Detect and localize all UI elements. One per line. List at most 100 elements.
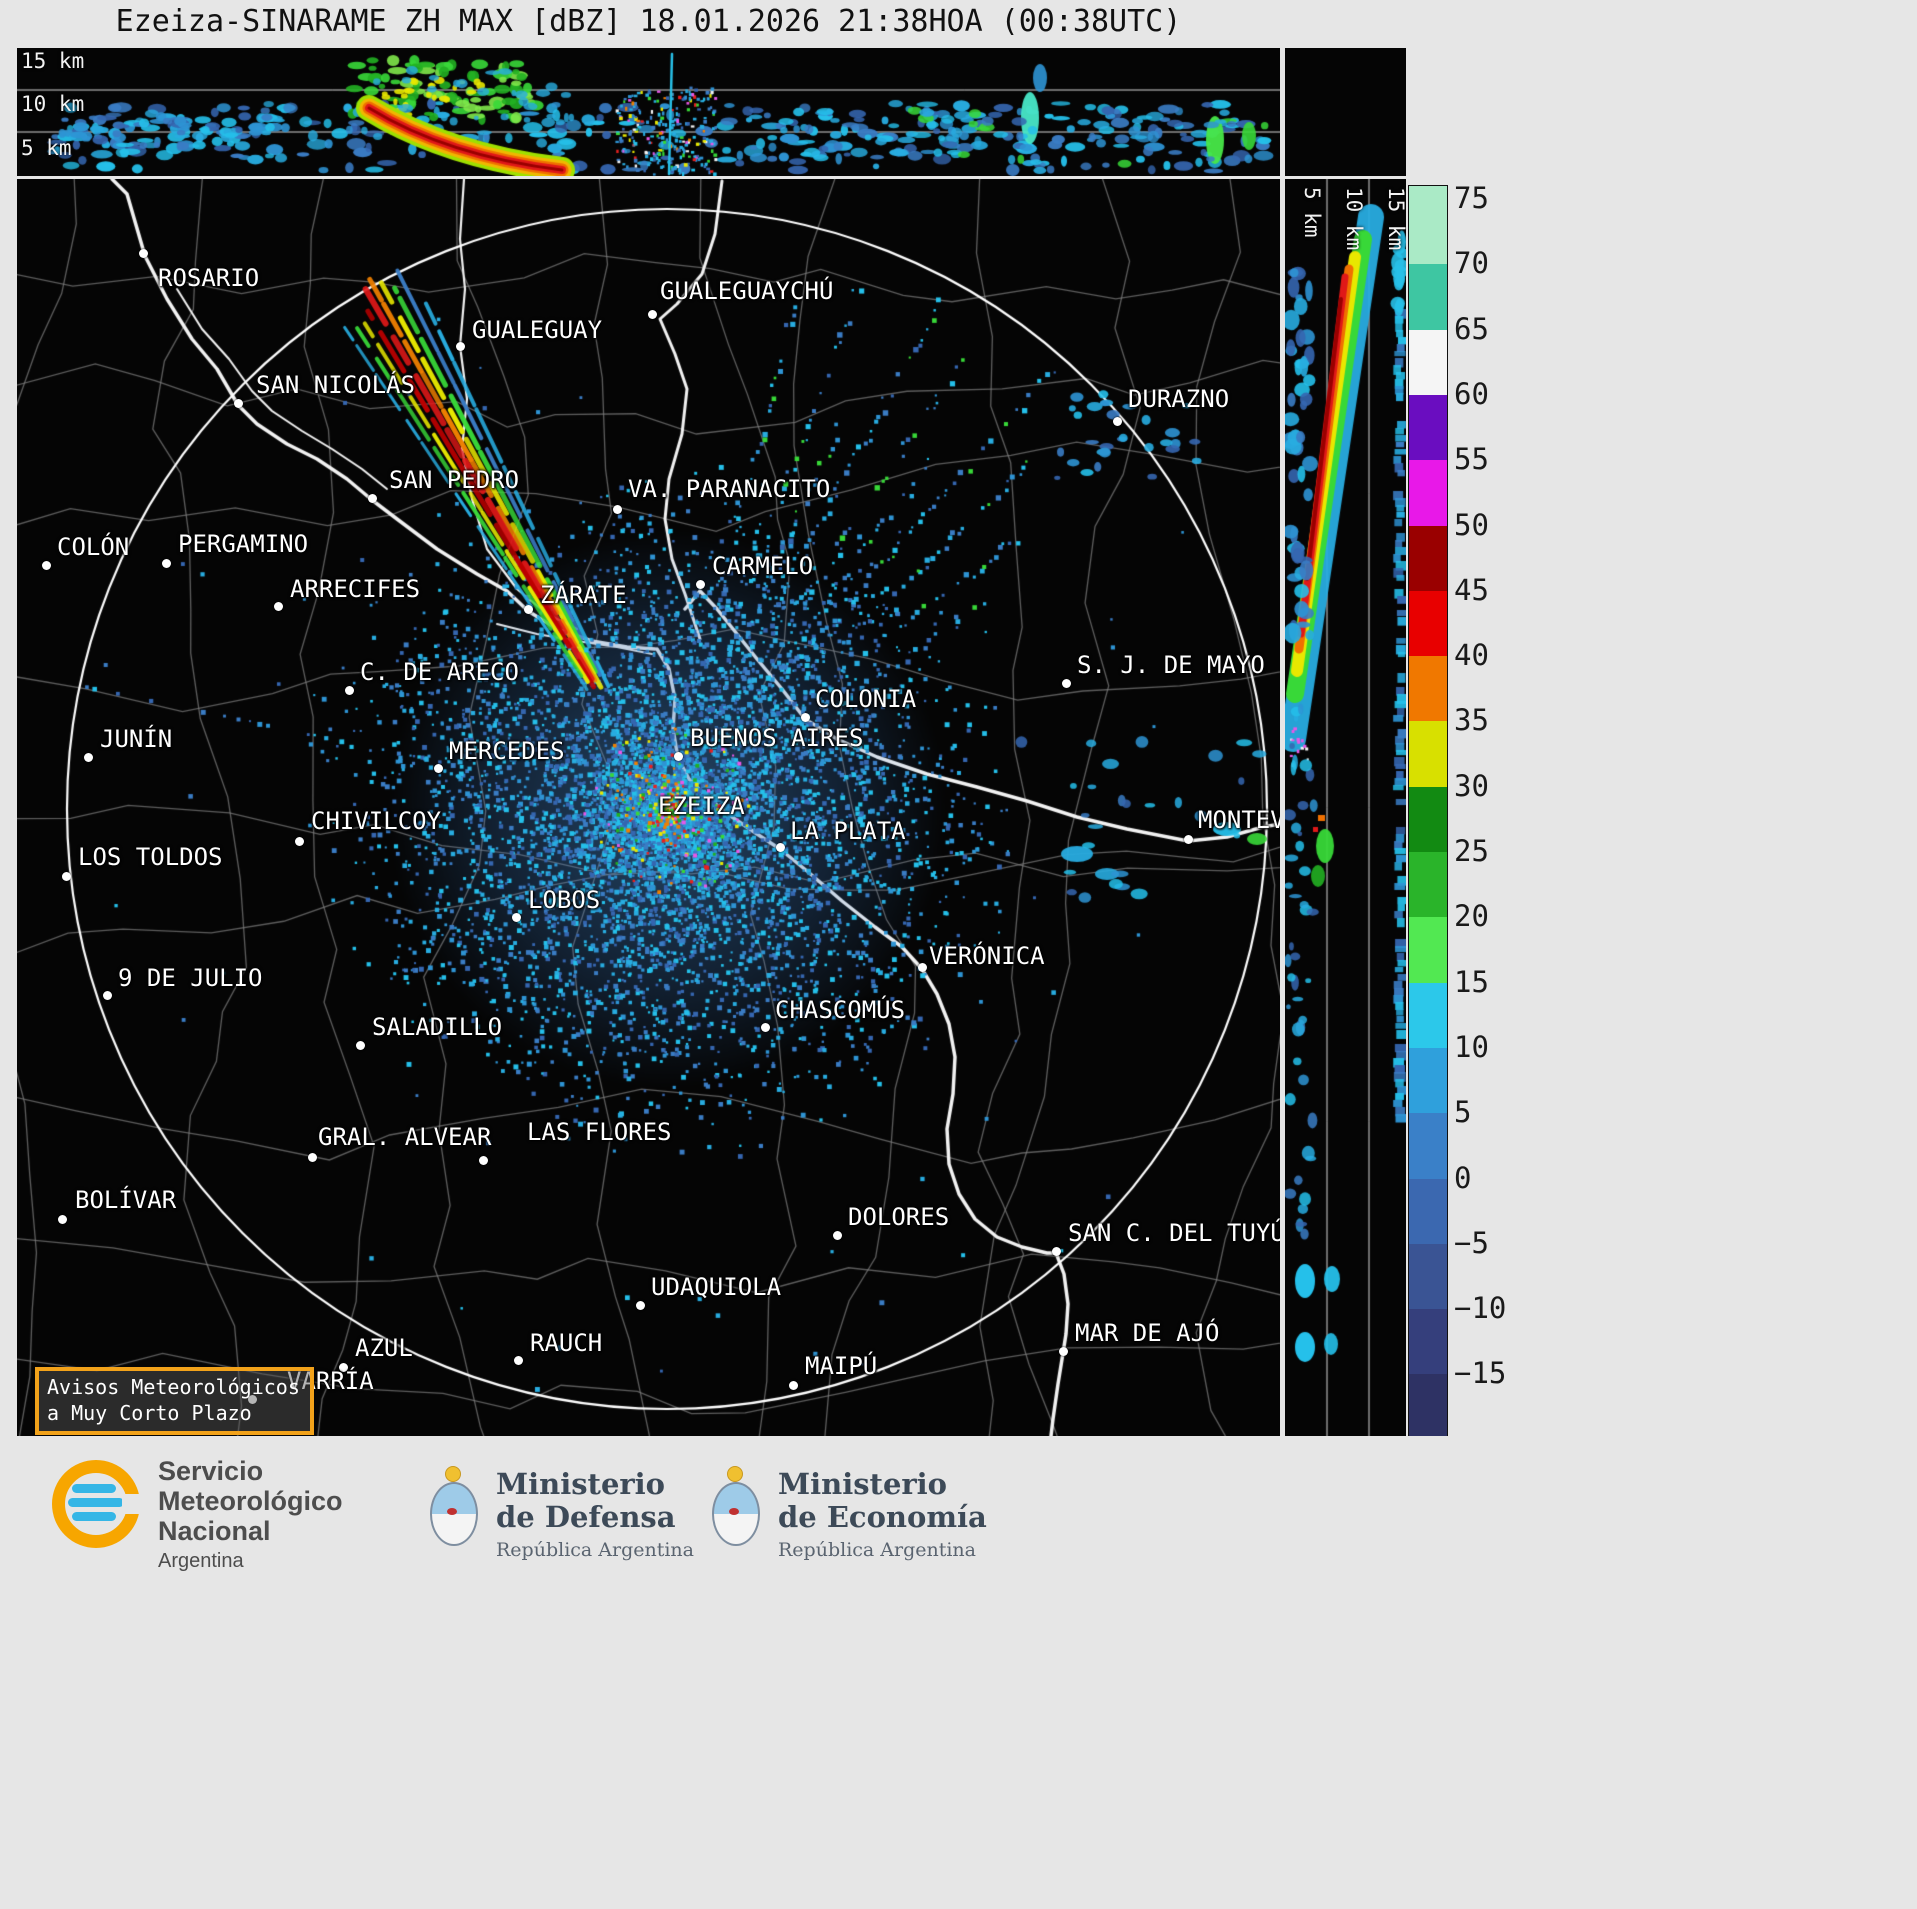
ministry-name-line: Ministerio: [496, 1467, 666, 1501]
city-dot: [833, 1231, 842, 1240]
city-dot: [42, 561, 51, 570]
ministry-name-line: de Defensa: [496, 1500, 676, 1534]
vertical-cross-section-top: 15 km 10 km 5 km: [17, 48, 1280, 176]
colorbar-tick-label: −15: [1454, 1356, 1507, 1391]
city-dot: [696, 580, 705, 589]
city-label: GRAL. ALVEAR: [318, 1123, 492, 1151]
city-dot: [1059, 1347, 1068, 1356]
warning-banner: Avisos Meteorológicos a Muy Corto Plazo: [35, 1367, 314, 1435]
city-label: COLONIA: [815, 685, 917, 713]
city-dot: [274, 602, 283, 611]
city-label: RAUCH: [530, 1329, 603, 1357]
colorbar-segment: [1409, 1047, 1447, 1114]
city-dot: [636, 1301, 645, 1310]
city-dot: [1062, 679, 1071, 688]
right-cross-section-canvas: [1285, 179, 1406, 1436]
city-label: GUALEGUAYCHÚ: [660, 277, 834, 305]
city-label: DURAZNO: [1128, 385, 1230, 413]
city-dot: [1113, 417, 1122, 426]
radar-map-panel: ROSARIO GUALEGUAYCHÚ GUALEGUAY SAN NICOLÁS D…: [17, 179, 1280, 1436]
height-axis-label: 10 km: [1342, 187, 1366, 251]
city-dot: [479, 1156, 488, 1165]
city-dot: [613, 505, 622, 514]
city-label: CARMELO: [712, 552, 814, 580]
city-dot: [368, 494, 377, 503]
city-dot: [234, 399, 243, 408]
city-dot: [514, 1356, 523, 1365]
colorbar-segment: [1409, 917, 1447, 984]
city-dot: [139, 249, 148, 258]
city-label: JUNÍN: [100, 725, 173, 753]
city-label: MONTEV: [1198, 806, 1280, 834]
corner-spacer: [1285, 48, 1406, 176]
colorbar-tick-label: 20: [1454, 899, 1489, 934]
colorbar-segment: [1409, 1243, 1447, 1310]
smn-logo-wave-icon: [72, 1512, 116, 1521]
page-title: Ezeiza-SINARAME ZH MAX [dBZ] 18.01.2026 …: [115, 4, 1182, 39]
city-dot: [339, 1363, 348, 1372]
colorbar-segment: [1409, 199, 1447, 265]
colorbar-segment: [1409, 1113, 1447, 1179]
ministry-name-line: de Economía: [778, 1500, 987, 1534]
colorbar-segment: [1409, 721, 1447, 788]
city-dot: [512, 913, 521, 922]
city-label: SAN NICOLÁS: [256, 371, 415, 399]
city-label: MAIPÚ: [805, 1352, 878, 1380]
city-label: LOBOS: [528, 886, 601, 914]
height-axis-label: 15 km: [1384, 187, 1406, 251]
warning-line-2: a Muy Corto Plazo: [47, 1401, 252, 1425]
colorbar-segment: [1409, 590, 1447, 657]
colorbar-tick-label: 30: [1454, 768, 1489, 803]
city-label: ZÁRATE: [540, 581, 627, 609]
colorbar-segment: [1409, 656, 1447, 722]
ministry-republic-line: República Argentina: [496, 1539, 694, 1561]
city-dot: [789, 1381, 798, 1390]
city-dot: [524, 605, 533, 614]
smn-logo-icon: [52, 1460, 146, 1548]
colorbar-tick-label: 5: [1454, 1095, 1472, 1130]
colorbar-tick-labels: 75 70 65 60 55 50 45 40 35 30 25 20 15 10 5 0 −5 −10 −15: [1454, 181, 1534, 1435]
city-label: PERGAMINO: [178, 530, 309, 558]
city-label: C. DE ARECO: [360, 658, 519, 686]
colorbar-tick-label: −10: [1454, 1291, 1507, 1326]
city-label: MERCEDES: [449, 737, 565, 765]
city-dot: [1052, 1247, 1061, 1256]
colorbar-tick-label: 0: [1454, 1160, 1472, 1195]
radar-map-canvas: [17, 179, 1280, 1436]
colorbar-segment: [1409, 460, 1447, 526]
crest-shield-icon: [712, 1482, 760, 1546]
colorbar-tick-label: 40: [1454, 638, 1489, 673]
colorbar-tick-label: 35: [1454, 703, 1489, 738]
crest-cap-icon: [447, 1508, 457, 1515]
city-dot: [103, 991, 112, 1000]
city-dot: [84, 753, 93, 762]
city-dot: [456, 342, 465, 351]
colorbar-segment: [1409, 1178, 1447, 1245]
city-dot: [162, 559, 171, 568]
colorbar-segment: [1409, 329, 1447, 396]
defensa-wordmark: Ministerio de Defensa República Argentin…: [496, 1467, 694, 1562]
footer: Servicio Meteorológico Nacional Argentin…: [0, 1436, 1917, 1909]
warning-line-1: Avisos Meteorológicos: [47, 1375, 300, 1399]
smn-name-line: Servicio: [158, 1456, 264, 1486]
city-label: LA PLATA: [790, 817, 906, 845]
city-label: ROSARIO: [158, 264, 260, 292]
crest-cap-icon: [729, 1508, 739, 1515]
city-label: VERÓNICA: [929, 942, 1045, 970]
colorbar-tick-label: 10: [1454, 1029, 1489, 1064]
city-label: SALADILLO: [372, 1013, 503, 1041]
city-label: COLÓN: [57, 533, 130, 561]
city-label: EZEIZA: [658, 792, 745, 820]
colorbar-tick-label: 75: [1454, 181, 1489, 215]
colorbar-tick-label: 65: [1454, 311, 1489, 346]
colorbar-tick-label: 45: [1454, 572, 1489, 607]
colorbar-segment: [1409, 852, 1447, 918]
city-label: BOLÍVAR: [75, 1186, 177, 1214]
smn-logo-notch: [122, 1494, 146, 1514]
colorbar-segment: [1409, 982, 1447, 1049]
economia-wordmark: Ministerio de Economía República Argenti…: [778, 1468, 987, 1562]
smn-wordmark: Servicio Meteorológico Nacional Argentin…: [158, 1456, 343, 1573]
city-label: SAN PEDRO: [389, 466, 520, 494]
top-cross-section-canvas: [17, 48, 1280, 176]
colorbar: [1408, 185, 1448, 1437]
